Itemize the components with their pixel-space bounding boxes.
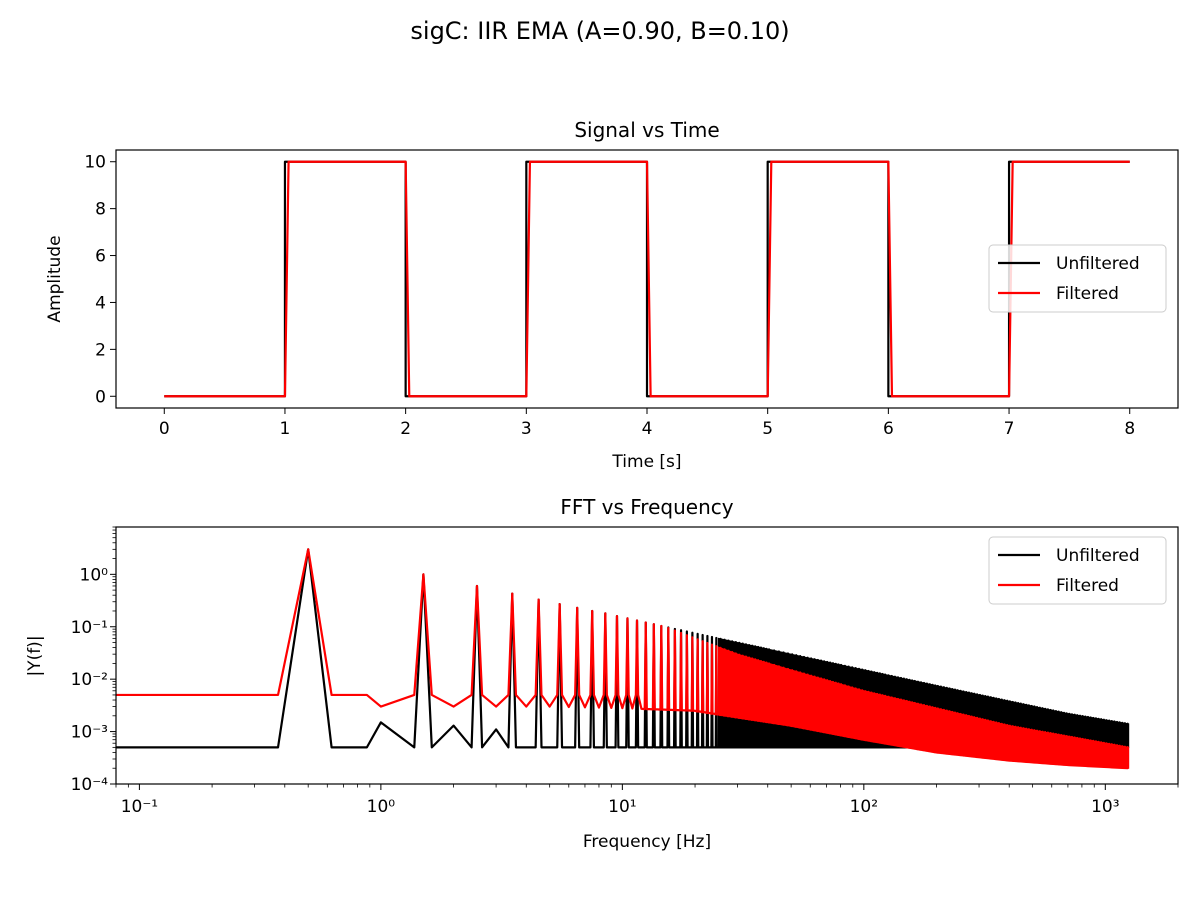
time-x-axis-label: Time [s] <box>611 452 681 472</box>
fft-plot-frame <box>115 526 1179 785</box>
x-tick-label: 10² <box>850 797 878 817</box>
x-tick-label: 10⁻¹ <box>121 797 158 817</box>
x-tick-label: 10³ <box>1091 797 1119 817</box>
y-tick-label: 10 <box>84 153 106 173</box>
y-tick-label: 10⁻¹ <box>71 618 108 638</box>
y-tick-label: 4 <box>95 293 106 313</box>
series-line-filtered <box>164 160 1130 398</box>
time-plot-title: Signal vs Time <box>574 118 719 142</box>
time-plot-legend: Unfiltered Filtered <box>988 244 1167 313</box>
fft-x-axis-label: Frequency [Hz] <box>583 832 711 852</box>
x-tick-label: 6 <box>883 419 894 439</box>
fft-y-axis-label: |Y(f)| <box>25 635 45 676</box>
y-tick-label: 0 <box>95 387 106 407</box>
x-tick-label: 10⁰ <box>367 797 396 817</box>
x-tick-label: 4 <box>642 419 653 439</box>
time-y-axis-label: Amplitude <box>45 235 65 322</box>
y-tick-label: 2 <box>95 340 106 360</box>
x-tick-label: 7 <box>1004 419 1015 439</box>
x-tick-label: 10¹ <box>608 797 636 817</box>
legend-label-filtered: Filtered <box>1056 284 1119 304</box>
x-tick-label: 3 <box>521 419 532 439</box>
y-tick-label: 6 <box>95 247 106 267</box>
y-tick-label: 10⁻³ <box>71 723 108 743</box>
legend-label-unfiltered: Unfiltered <box>1056 254 1140 274</box>
legend-label-unfiltered: Unfiltered <box>1056 546 1140 566</box>
x-tick-label: 0 <box>159 419 170 439</box>
figure-title: sigC: IIR EMA (A=0.90, B=0.10) <box>410 17 789 45</box>
y-tick-label: 10⁻² <box>71 670 108 690</box>
x-tick-label: 2 <box>400 419 411 439</box>
legend-label-filtered: Filtered <box>1056 576 1119 596</box>
x-tick-label: 1 <box>280 419 291 439</box>
y-tick-label: 10⁰ <box>80 565 109 585</box>
x-tick-label: 5 <box>762 419 773 439</box>
y-tick-label: 8 <box>95 200 106 220</box>
fft-plot-legend: Unfiltered Filtered <box>988 536 1167 605</box>
frequency-domain-axes: FFT vs Frequency 10⁻¹ 10⁰ 10¹ 10² 10³ 10⁻⁴ 10… <box>25 495 1179 852</box>
time-domain-axes: Signal vs Time 0 1 2 3 4 5 6 7 8 0 2 4 6 8 10 Time [s… <box>45 118 1179 472</box>
series-band-filtered <box>717 646 1130 769</box>
x-tick-label: 8 <box>1124 419 1135 439</box>
fft-plot-title: FFT vs Frequency <box>560 495 733 519</box>
y-tick-label: 10⁻⁴ <box>71 775 109 795</box>
